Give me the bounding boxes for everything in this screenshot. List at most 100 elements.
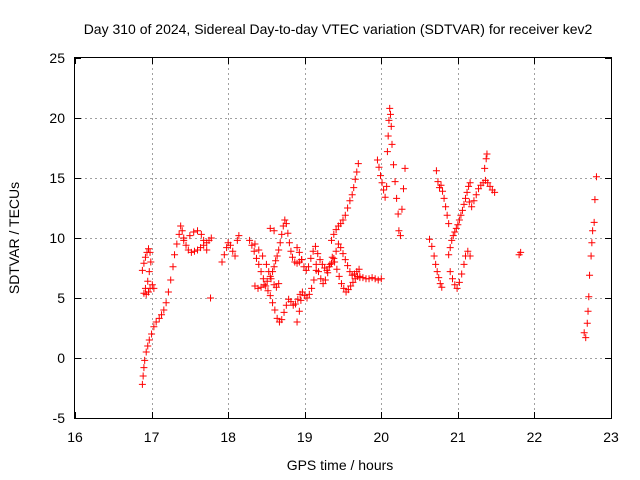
- data-point: [152, 318, 160, 326]
- data-point: [171, 251, 179, 259]
- data-point: [288, 253, 296, 261]
- y-tick-label: 0: [57, 350, 65, 366]
- data-point: [145, 336, 153, 344]
- data-point: [317, 275, 325, 283]
- data-point: [328, 259, 336, 267]
- data-point: [155, 314, 163, 322]
- data-point: [293, 244, 301, 252]
- data-point: [141, 356, 149, 364]
- x-axis-label: GPS time / hours: [287, 457, 394, 473]
- data-point: [580, 329, 588, 337]
- data-point: [139, 372, 147, 380]
- data-point: [436, 280, 444, 288]
- data-point: [587, 252, 595, 260]
- data-point: [302, 266, 310, 274]
- data-point: [190, 247, 198, 255]
- data-point: [468, 203, 476, 211]
- data-point: [319, 280, 327, 288]
- data-point: [438, 283, 446, 291]
- data-point: [297, 296, 305, 304]
- data-point: [466, 179, 474, 187]
- data-point: [229, 247, 237, 255]
- data-point: [308, 284, 316, 292]
- x-tick-label: 21: [450, 429, 466, 445]
- y-tick-label: 15: [49, 170, 65, 186]
- data-point: [430, 252, 438, 260]
- data-point: [475, 185, 483, 193]
- data-point: [309, 247, 317, 255]
- data-point: [385, 116, 393, 124]
- data-point: [401, 164, 409, 172]
- data-point: [393, 194, 401, 202]
- data-point: [588, 239, 596, 247]
- data-point: [262, 260, 270, 268]
- data-point: [145, 245, 153, 253]
- data-point: [394, 210, 402, 218]
- tick-labels: 16 17 18 19 20 21 22 23 -5 0 5 10 15 20 25: [49, 50, 619, 445]
- data-point: [295, 248, 303, 256]
- data-point: [455, 216, 463, 224]
- data-point: [346, 268, 354, 276]
- data-point: [332, 226, 340, 234]
- data-points: [138, 104, 600, 388]
- data-point: [287, 247, 295, 255]
- data-point: [365, 275, 373, 283]
- data-point: [207, 234, 215, 242]
- data-point: [458, 270, 466, 278]
- data-point: [396, 232, 404, 240]
- data-point: [386, 110, 394, 118]
- data-point: [260, 281, 268, 289]
- data-point: [349, 278, 357, 286]
- data-point: [432, 167, 440, 175]
- data-point: [267, 275, 275, 283]
- data-point: [178, 227, 186, 235]
- data-point: [378, 179, 386, 187]
- y-tick-label: -5: [53, 410, 66, 426]
- data-point: [460, 200, 468, 208]
- data-point: [250, 247, 258, 255]
- data-point: [330, 230, 338, 238]
- data-point: [350, 184, 358, 192]
- data-point: [314, 268, 322, 276]
- data-point: [452, 224, 460, 232]
- data-point: [368, 274, 376, 282]
- data-point: [287, 298, 295, 306]
- data-point: [354, 160, 362, 168]
- chart-title: Day 310 of 2024, Sidereal Day-to-day VTE…: [84, 21, 593, 37]
- data-point: [331, 258, 339, 266]
- data-point: [383, 148, 391, 156]
- data-point: [269, 299, 277, 307]
- data-point: [298, 256, 306, 264]
- data-point: [335, 272, 343, 280]
- data-point: [337, 244, 345, 252]
- data-point: [584, 307, 592, 315]
- x-tick-label: 19: [297, 429, 313, 445]
- data-point: [324, 269, 332, 277]
- data-point: [200, 236, 208, 244]
- data-point: [484, 179, 492, 187]
- data-point: [303, 294, 311, 302]
- data-point: [273, 252, 281, 260]
- data-point: [252, 254, 260, 262]
- data-point: [259, 275, 267, 283]
- data-point: [339, 250, 347, 258]
- data-point: [445, 251, 453, 259]
- data-point: [259, 252, 267, 260]
- data-point: [148, 330, 156, 338]
- data-point: [141, 253, 149, 261]
- x-tick-label: 20: [373, 429, 389, 445]
- data-point: [380, 186, 388, 194]
- data-point: [186, 232, 194, 240]
- data-point: [276, 239, 284, 247]
- data-point: [255, 260, 263, 268]
- data-point: [592, 173, 600, 181]
- x-tick-label: 17: [144, 429, 160, 445]
- data-point: [138, 266, 146, 274]
- data-point: [482, 155, 490, 163]
- data-point: [437, 181, 445, 189]
- data-point: [223, 244, 231, 252]
- data-point: [398, 205, 406, 213]
- data-point: [144, 277, 152, 285]
- grid-lines: [75, 58, 611, 418]
- data-point: [341, 256, 349, 264]
